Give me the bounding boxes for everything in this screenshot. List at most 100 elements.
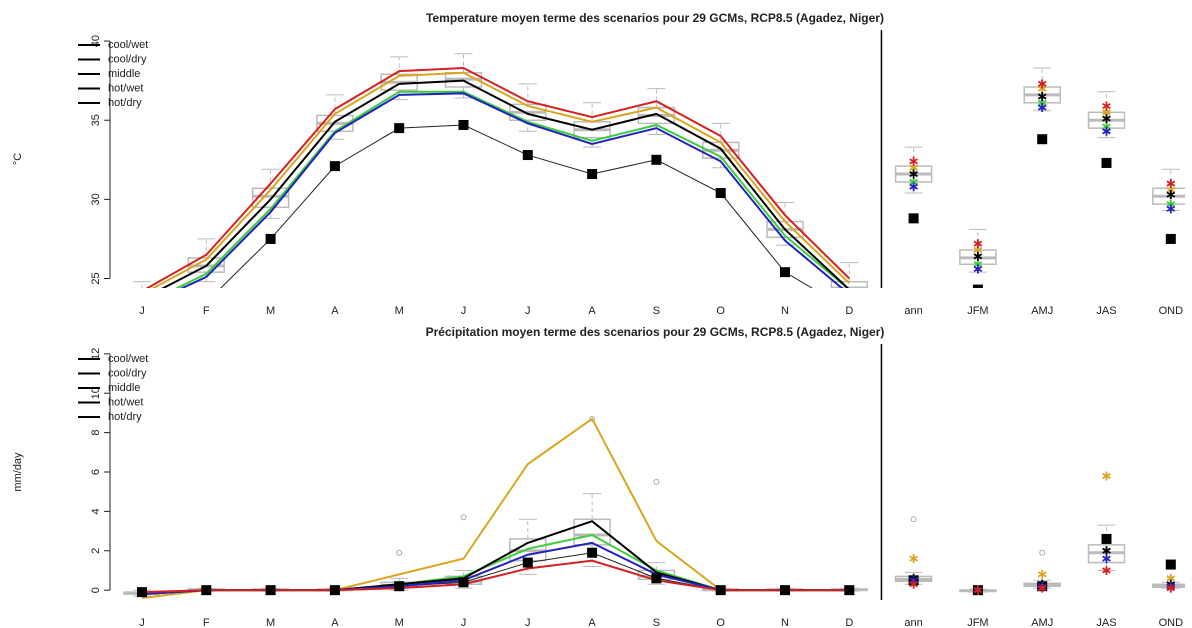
y-tick-label: 12 xyxy=(90,348,102,360)
legend-label: middle xyxy=(108,68,140,80)
x-tick-label: D xyxy=(845,305,853,317)
season-star xyxy=(1166,204,1176,214)
legend-label: cool/dry xyxy=(108,367,147,379)
y-tick-label: 8 xyxy=(90,430,102,436)
x-tick-label: ann xyxy=(904,617,922,628)
outlier xyxy=(589,415,596,422)
season-star xyxy=(1102,565,1111,575)
x-tick-label: F xyxy=(203,305,210,317)
season-star xyxy=(909,156,918,166)
x-tick-label: J xyxy=(139,617,145,628)
observed-point xyxy=(651,573,662,584)
x-tick-label: M xyxy=(266,305,275,317)
x-tick-label: J xyxy=(525,305,531,317)
x-tick-label: O xyxy=(716,305,725,317)
season-star xyxy=(1166,190,1176,200)
observed-point xyxy=(265,233,276,244)
x-tick-label: JFM xyxy=(967,305,988,317)
legend-label: cool/wet xyxy=(108,353,148,365)
season-star xyxy=(1102,554,1111,564)
legend-label: hot/wet xyxy=(108,396,143,408)
x-tick-label: A xyxy=(331,617,339,628)
observed-point xyxy=(137,321,147,331)
series-line xyxy=(175,90,849,288)
x-tick-label: O xyxy=(716,617,725,628)
legend-label: hot/wet xyxy=(108,82,143,94)
observed-point xyxy=(1165,233,1176,244)
series-line xyxy=(151,71,850,288)
observed-point xyxy=(201,585,212,596)
season-star xyxy=(1102,126,1111,136)
observed-point xyxy=(715,188,726,199)
season-star xyxy=(1166,583,1176,593)
observed-point xyxy=(265,585,276,596)
season-star xyxy=(973,264,983,274)
season-star xyxy=(909,169,918,179)
observed-point xyxy=(587,547,598,558)
observed-point xyxy=(329,161,340,172)
y-tick-label: 10 xyxy=(90,387,102,399)
observed-point xyxy=(1101,157,1112,168)
season-star xyxy=(909,579,918,589)
outlier xyxy=(460,514,467,521)
legend-label: middle xyxy=(108,382,140,394)
plot-area xyxy=(123,415,1185,600)
season-star xyxy=(909,182,918,192)
y-tick-label: 6 xyxy=(90,469,102,475)
observed-line xyxy=(220,124,813,288)
season-star xyxy=(973,251,983,261)
observed-line xyxy=(141,552,850,593)
observed-point xyxy=(458,119,469,130)
x-tick-label: A xyxy=(588,617,596,628)
series-line xyxy=(145,66,851,288)
legend-label: cool/wet xyxy=(108,39,148,51)
x-tick-label: J xyxy=(461,305,467,317)
x-tick-label: N xyxy=(781,305,789,317)
season-star xyxy=(1102,101,1111,111)
chart-title: Précipitation moyen terme des scenarios … xyxy=(426,325,885,339)
x-tick-label: AMJ xyxy=(1031,305,1053,317)
season-star xyxy=(1037,91,1047,101)
x-tick-label: M xyxy=(395,617,404,628)
observed-point xyxy=(1037,134,1048,145)
series-line xyxy=(141,559,850,594)
series-line xyxy=(141,541,850,596)
x-tick-label: J xyxy=(139,305,145,317)
box xyxy=(124,290,160,301)
x-tick-label: A xyxy=(588,305,596,317)
y-axis-label: °C xyxy=(12,153,24,165)
observed-point xyxy=(715,585,726,596)
plot-area xyxy=(124,53,1185,331)
x-tick-label: J xyxy=(461,617,467,628)
x-tick-label: A xyxy=(331,305,339,317)
series-line xyxy=(141,520,850,596)
season-star xyxy=(1102,114,1111,124)
legend-label: cool/dry xyxy=(108,53,147,65)
x-tick-label: ann xyxy=(904,305,922,317)
observed-point xyxy=(522,557,533,568)
observed-point xyxy=(1165,559,1176,570)
season-star xyxy=(1037,583,1047,593)
observed-point xyxy=(908,213,919,224)
observed-point xyxy=(394,123,405,134)
observed-point xyxy=(137,587,147,598)
x-tick-label: OND xyxy=(1159,305,1184,317)
observed-point xyxy=(651,154,662,165)
outlier xyxy=(910,516,917,523)
series-line xyxy=(141,417,850,600)
observed-point xyxy=(972,284,983,288)
x-tick-label: S xyxy=(653,305,660,317)
observed-point xyxy=(587,169,598,180)
legend-label: hot/dry xyxy=(108,411,142,423)
season-star xyxy=(1166,179,1176,189)
x-tick-label: D xyxy=(845,617,853,628)
y-tick-label: 2 xyxy=(90,548,102,554)
x-tick-label: S xyxy=(653,617,660,628)
x-tick-label: M xyxy=(266,617,275,628)
x-tick-label: JAS xyxy=(1096,305,1116,317)
observed-point xyxy=(458,577,469,588)
y-axis-label: mm/day xyxy=(12,452,24,492)
observed-point xyxy=(1101,533,1112,544)
x-tick-label: JAS xyxy=(1096,617,1116,628)
